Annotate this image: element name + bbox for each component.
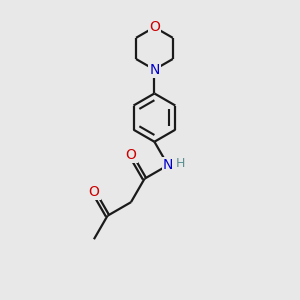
Text: O: O xyxy=(88,185,99,199)
Text: O: O xyxy=(125,148,136,162)
Text: N: N xyxy=(149,63,160,76)
Text: O: O xyxy=(149,20,160,34)
Text: N: N xyxy=(163,158,173,172)
Text: H: H xyxy=(176,157,186,170)
